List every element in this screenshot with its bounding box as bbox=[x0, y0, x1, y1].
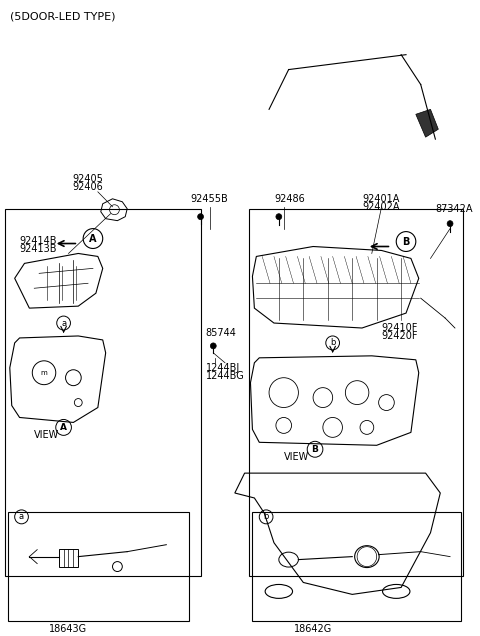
Text: a: a bbox=[61, 319, 66, 328]
Text: 92410F: 92410F bbox=[382, 323, 418, 333]
Text: a: a bbox=[19, 513, 24, 522]
Text: 18642G: 18642G bbox=[293, 624, 332, 634]
Text: B: B bbox=[402, 237, 410, 247]
Text: 92406: 92406 bbox=[72, 182, 103, 192]
Text: 92413B: 92413B bbox=[20, 244, 57, 254]
Text: 92486: 92486 bbox=[274, 194, 305, 204]
Text: 18643G: 18643G bbox=[49, 624, 87, 634]
Text: 92405: 92405 bbox=[72, 174, 104, 184]
Text: 92414B: 92414B bbox=[20, 235, 57, 245]
Text: b: b bbox=[264, 513, 269, 522]
Circle shape bbox=[447, 221, 453, 226]
Circle shape bbox=[276, 214, 282, 219]
Text: 92455B: 92455B bbox=[191, 194, 228, 204]
Text: A: A bbox=[89, 233, 96, 244]
Text: 92420F: 92420F bbox=[382, 331, 418, 341]
Text: m: m bbox=[41, 370, 48, 376]
Text: 92402A: 92402A bbox=[362, 202, 399, 212]
Text: 1244BJ: 1244BJ bbox=[205, 363, 240, 373]
Text: VIEW: VIEW bbox=[284, 452, 309, 462]
Text: VIEW: VIEW bbox=[34, 431, 60, 440]
Text: (5DOOR-LED TYPE): (5DOOR-LED TYPE) bbox=[10, 12, 115, 22]
Text: 92401A: 92401A bbox=[362, 194, 399, 204]
Text: 1244BG: 1244BG bbox=[205, 371, 244, 381]
Circle shape bbox=[210, 343, 216, 349]
Bar bbox=[59, 549, 78, 567]
Circle shape bbox=[198, 214, 204, 219]
Text: 87342A: 87342A bbox=[435, 204, 473, 214]
Text: A: A bbox=[60, 423, 67, 432]
Text: 85744: 85744 bbox=[205, 328, 236, 338]
Polygon shape bbox=[416, 109, 438, 137]
Text: B: B bbox=[312, 445, 318, 453]
Text: b: b bbox=[330, 338, 336, 347]
